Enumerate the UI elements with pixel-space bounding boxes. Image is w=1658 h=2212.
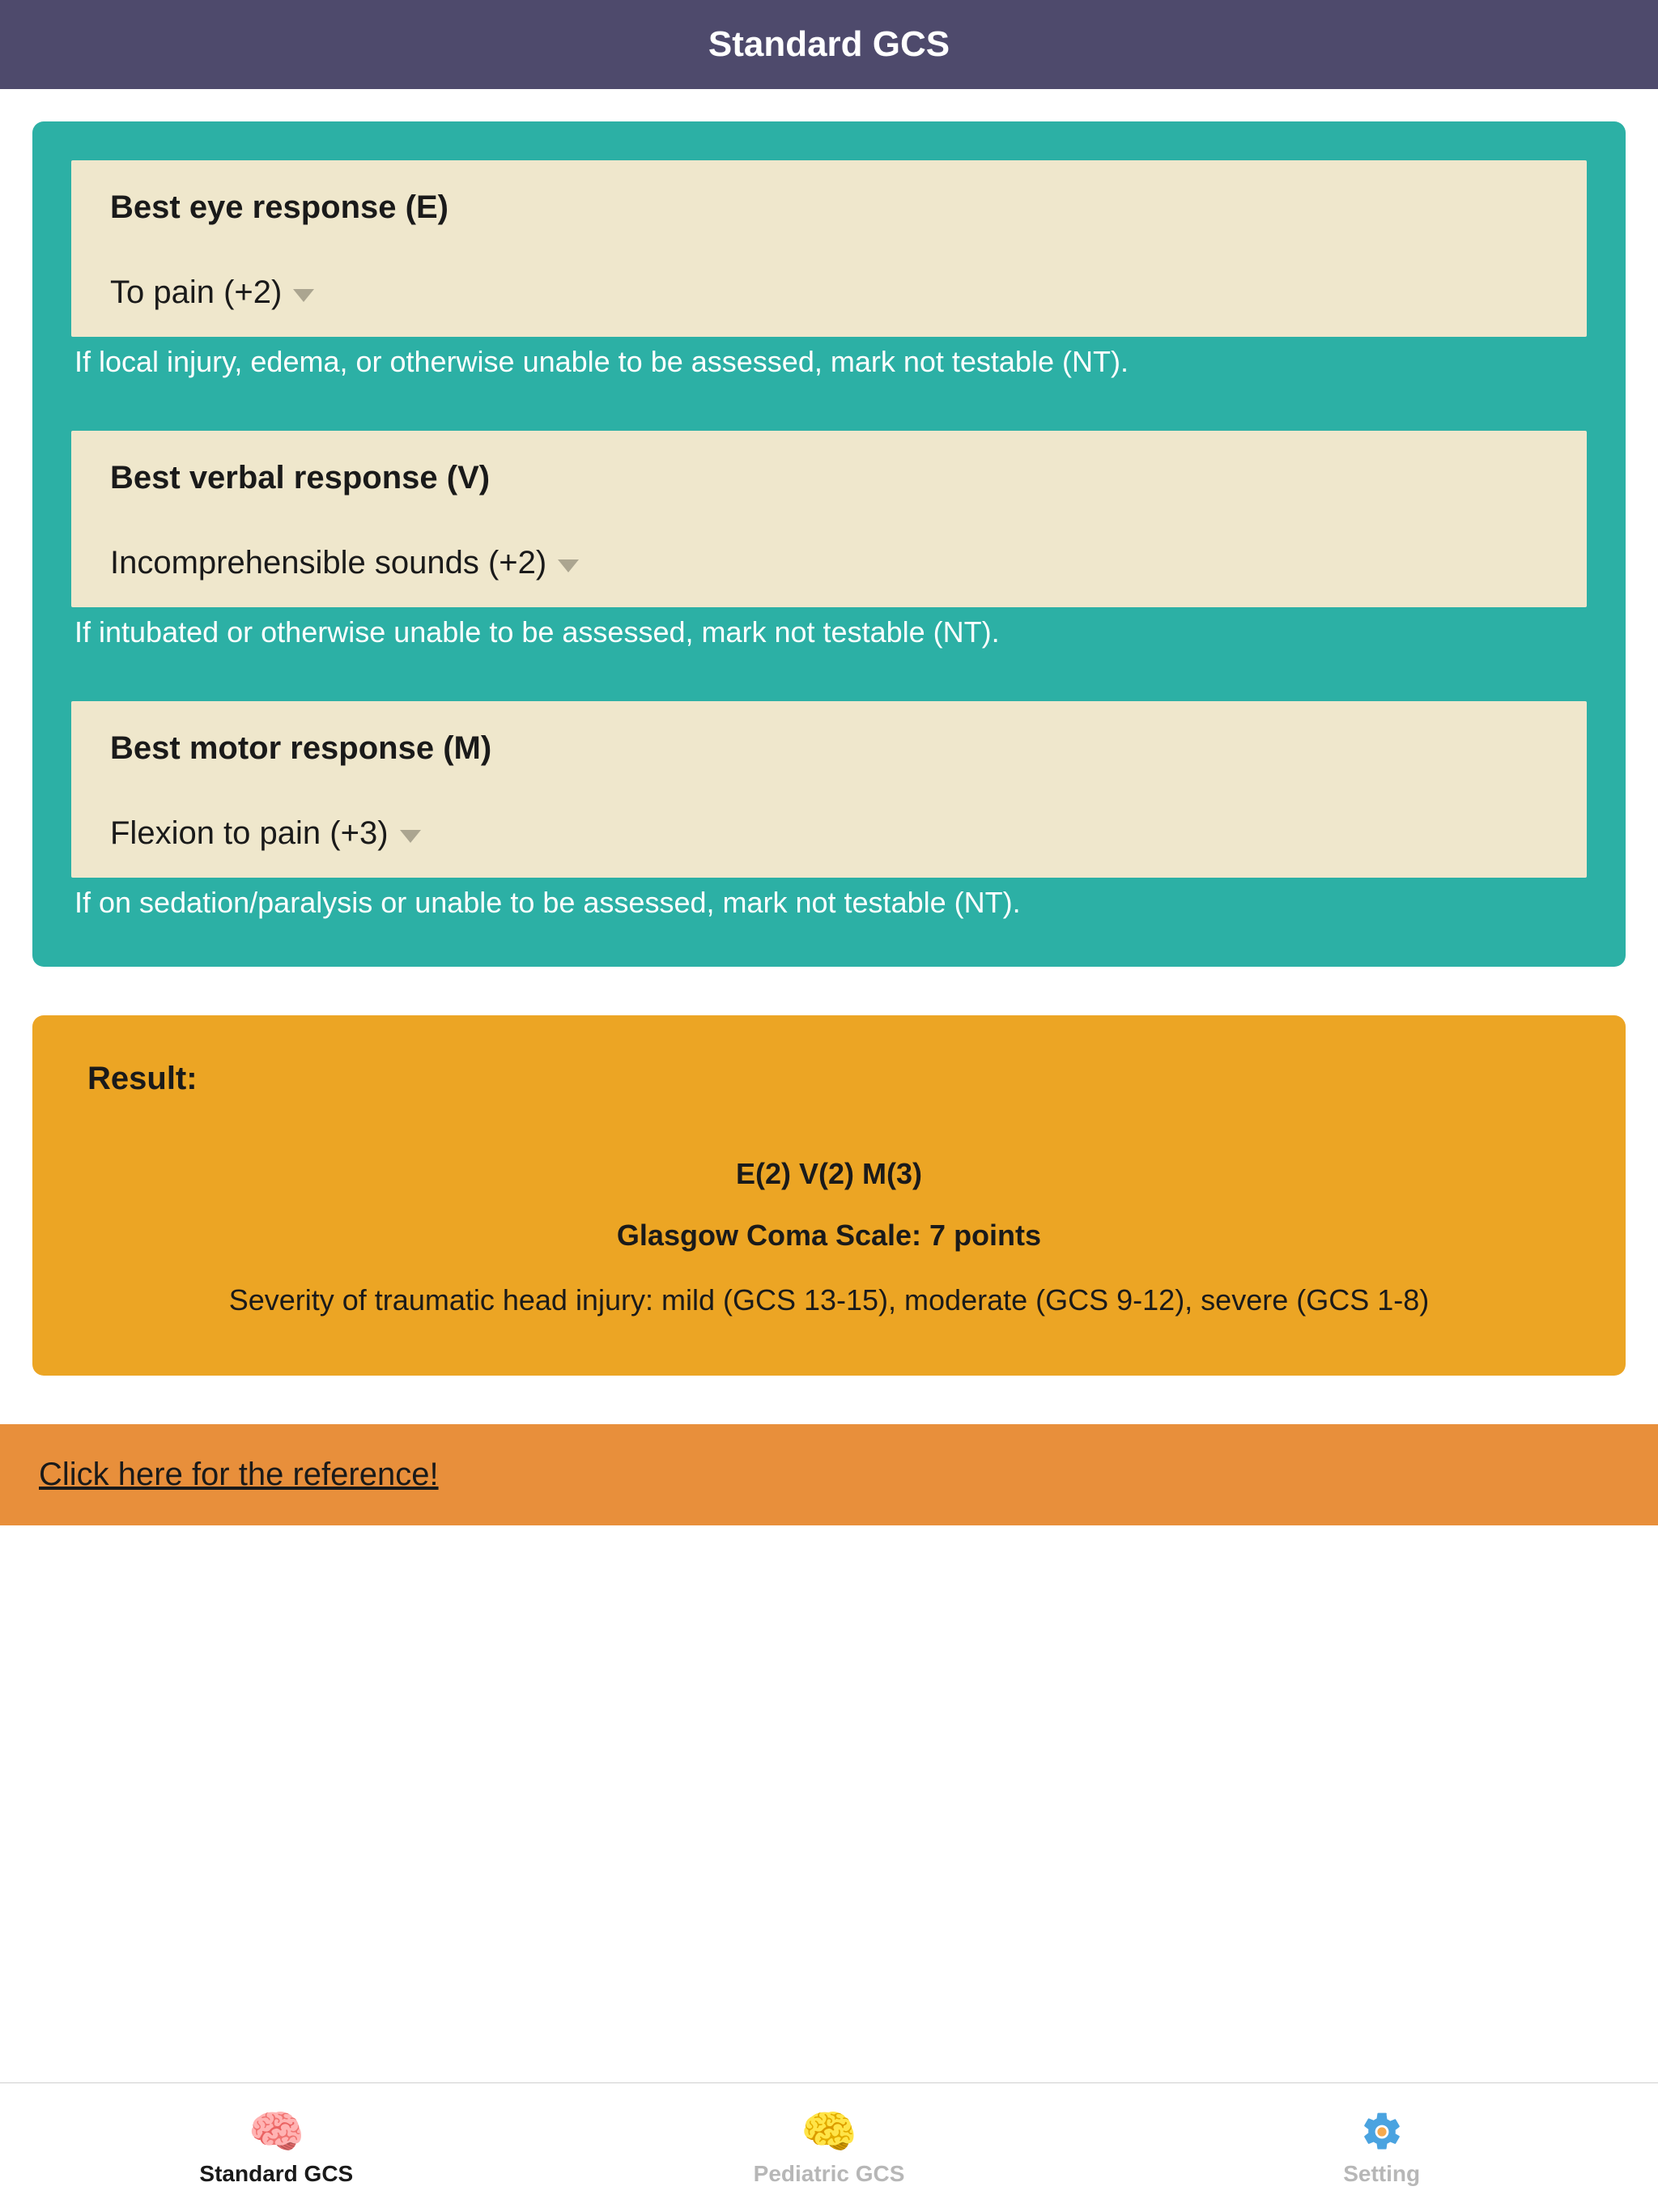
eye-response-value: To pain (+2) [110, 274, 282, 311]
verbal-response-dropdown[interactable]: Incomprehensible sounds (+2) [110, 545, 1548, 581]
chevron-down-icon [400, 830, 421, 843]
result-panel: Result: E(2) V(2) M(3) Glasgow Coma Scal… [32, 1015, 1626, 1376]
eye-response-helper: If local injury, edema, or otherwise una… [71, 345, 1587, 379]
verbal-response-value: Incomprehensible sounds (+2) [110, 545, 546, 581]
result-severity: Severity of traumatic head injury: mild … [71, 1283, 1587, 1317]
reference-banner: Click here for the reference! [0, 1424, 1658, 1525]
motor-response-value: Flexion to pain (+3) [110, 815, 389, 852]
result-breakdown: E(2) V(2) M(3) [71, 1157, 1587, 1191]
chevron-down-icon [293, 289, 314, 302]
tab-standard-gcs[interactable]: 🧠 Standard GCS [0, 2083, 553, 2212]
motor-response-helper: If on sedation/paralysis or unable to be… [71, 886, 1587, 920]
motor-response-card: Best motor response (M) Flexion to pain … [71, 701, 1587, 878]
result-title: Result: [71, 1061, 1587, 1097]
gear-icon [1359, 2109, 1405, 2155]
tab-setting-label: Setting [1343, 2161, 1420, 2187]
tab-standard-label: Standard GCS [199, 2161, 353, 2187]
result-total: Glasgow Coma Scale: 7 points [71, 1219, 1587, 1253]
verbal-response-helper: If intubated or otherwise unable to be a… [71, 615, 1587, 649]
chevron-down-icon [558, 559, 579, 572]
motor-response-label: Best motor response (M) [110, 730, 1548, 767]
brain-icon: 🧠 [248, 2109, 304, 2155]
pink-brain-icon: 🧠 [801, 2109, 857, 2155]
tab-pediatric-gcs[interactable]: 🧠 Pediatric GCS [553, 2083, 1106, 2212]
page-title: Standard GCS [708, 24, 950, 65]
eye-response-label: Best eye response (E) [110, 189, 1548, 226]
app-header: Standard GCS [0, 0, 1658, 89]
verbal-response-label: Best verbal response (V) [110, 460, 1548, 496]
tab-setting[interactable]: Setting [1105, 2083, 1658, 2212]
eye-response-dropdown[interactable]: To pain (+2) [110, 274, 1548, 311]
main-content: Best eye response (E) To pain (+2) If lo… [0, 89, 1658, 1376]
input-panel: Best eye response (E) To pain (+2) If lo… [32, 121, 1626, 967]
bottom-tabbar: 🧠 Standard GCS 🧠 Pediatric GCS Setting [0, 2082, 1658, 2212]
tab-pediatric-label: Pediatric GCS [754, 2161, 905, 2187]
verbal-response-card: Best verbal response (V) Incomprehensibl… [71, 431, 1587, 607]
motor-response-dropdown[interactable]: Flexion to pain (+3) [110, 815, 1548, 852]
eye-response-card: Best eye response (E) To pain (+2) [71, 160, 1587, 337]
reference-link[interactable]: Click here for the reference! [39, 1457, 439, 1492]
